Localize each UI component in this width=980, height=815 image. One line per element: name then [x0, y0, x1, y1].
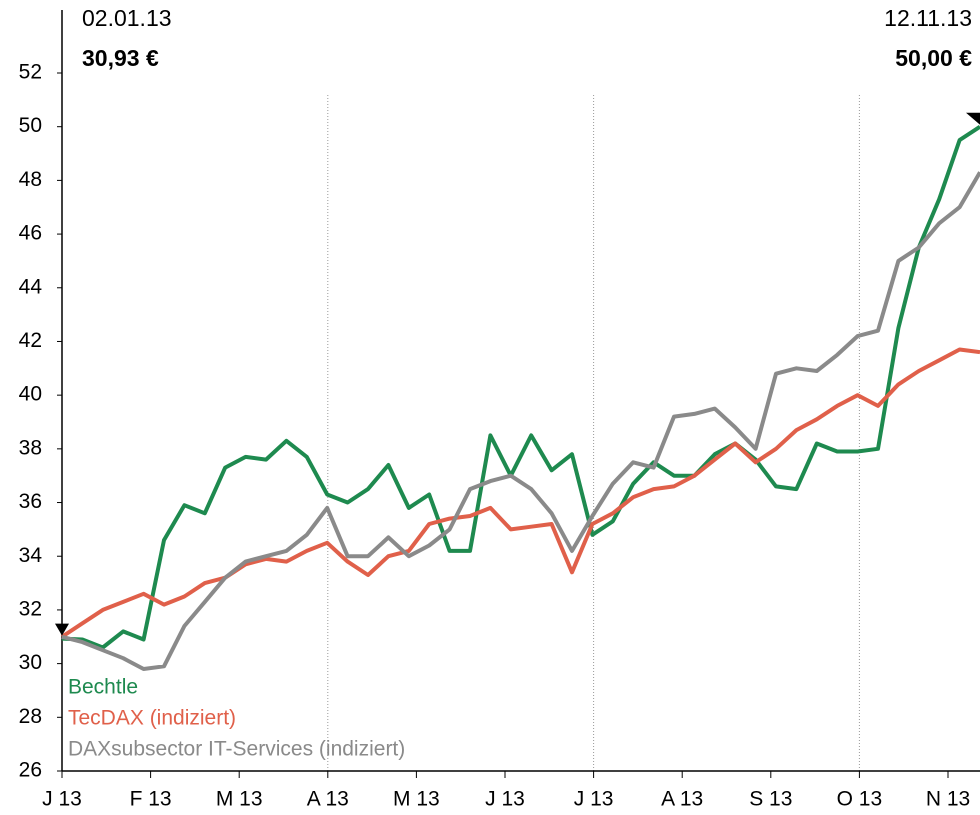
- start-marker: [55, 623, 69, 636]
- x-tick-label: M 13: [216, 788, 263, 811]
- series-line: [61, 171, 980, 671]
- y-tick-label: 26: [19, 759, 42, 782]
- x-tick-label: M 13: [393, 788, 440, 811]
- y-tick-label: 38: [19, 436, 42, 459]
- x-tick-label: A 13: [661, 788, 703, 811]
- y-tick-label: 30: [19, 651, 42, 674]
- y-tick-label: 32: [19, 597, 42, 620]
- x-tick-label: S 13: [749, 788, 792, 811]
- legend-entry: Bechtle: [68, 676, 138, 699]
- y-tick-label: 36: [19, 490, 42, 513]
- y-tick-label: 48: [19, 168, 42, 191]
- x-tick-label: F 13: [130, 788, 172, 811]
- x-tick-label: O 13: [837, 788, 883, 811]
- end-price: 50,00 €: [895, 45, 972, 71]
- y-tick-label: 46: [19, 222, 42, 245]
- y-tick-label: 40: [19, 383, 42, 406]
- x-tick-label: J 13: [485, 788, 525, 811]
- series-line: [60, 347, 980, 639]
- x-tick-label: J 13: [574, 788, 614, 811]
- series-line: [61, 125, 980, 650]
- y-tick-label: 52: [19, 61, 42, 84]
- start-date: 02.01.13: [82, 5, 172, 31]
- x-tick-label: N 13: [926, 788, 970, 811]
- y-tick-label: 34: [19, 544, 43, 567]
- y-tick-label: 50: [19, 114, 42, 137]
- y-tick-label: 42: [19, 329, 42, 352]
- y-tick-label: 28: [19, 705, 42, 728]
- x-tick-label: J 13: [42, 788, 82, 811]
- legend-entry: DAXsubsector IT-Services (indiziert): [68, 738, 405, 761]
- start-price: 30,93 €: [82, 45, 159, 71]
- x-tick-label: A 13: [307, 788, 349, 811]
- y-tick-label: 44: [19, 275, 43, 298]
- end-date: 12.11.13: [884, 5, 972, 31]
- end-marker: [966, 112, 980, 125]
- legend-entry: TecDAX (indiziert): [68, 707, 236, 730]
